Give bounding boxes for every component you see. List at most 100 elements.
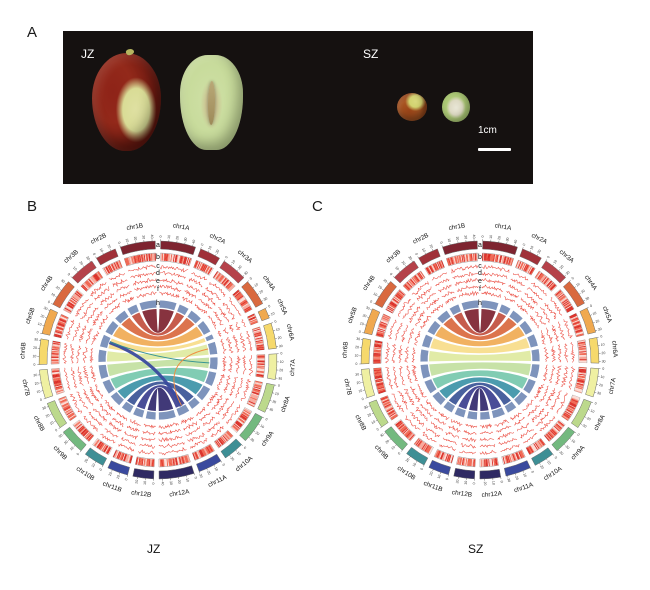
heatmap-cell xyxy=(450,257,454,265)
line-plot-track xyxy=(395,322,403,341)
line-plot-track xyxy=(481,277,506,286)
line-plot-track xyxy=(99,403,111,416)
heatmap-cell xyxy=(250,395,258,399)
line-plot-track xyxy=(186,284,200,293)
ideogram-track-a xyxy=(38,240,278,480)
heatmap-cell xyxy=(110,264,115,271)
axis-tick-label: 30 xyxy=(602,359,606,363)
heatmap-cell xyxy=(240,414,247,420)
chromosome-label-chr4A: chr4A xyxy=(583,274,599,292)
heatmap-cell xyxy=(577,376,586,379)
heatmap-cell xyxy=(551,428,558,434)
heatmap-cell xyxy=(379,323,387,328)
heatmap-cell xyxy=(374,373,382,376)
line-plot-track xyxy=(229,297,242,316)
heatmap-cell xyxy=(185,257,189,265)
heatmap-cell xyxy=(547,432,553,439)
heatmap-cell xyxy=(257,359,265,361)
heatmap-cell xyxy=(145,458,147,466)
heatmap-cell xyxy=(573,324,581,328)
heatmap-cell xyxy=(512,453,516,461)
heatmap-cell xyxy=(55,388,63,391)
heatmap-cell xyxy=(55,331,63,334)
heatmap-cell xyxy=(203,447,209,455)
heatmap-cell xyxy=(64,407,71,412)
heatmap-cell xyxy=(257,363,265,366)
heatmap-cell xyxy=(109,264,114,272)
heatmap-cell xyxy=(572,396,580,401)
heatmap-cell xyxy=(561,415,569,421)
heatmap-cell xyxy=(499,255,502,263)
heatmap-cell xyxy=(225,281,231,288)
heatmap-cell xyxy=(143,254,146,262)
heatmap-cell xyxy=(226,431,233,438)
heatmap-cell xyxy=(69,299,76,305)
heatmap-cell xyxy=(383,314,390,319)
heatmap-cell xyxy=(516,260,520,268)
heatmap-cell xyxy=(194,452,198,460)
heatmap-cell xyxy=(84,281,91,288)
panel-letter-b: B xyxy=(27,198,38,215)
axis-tick xyxy=(564,274,567,277)
heatmap-cell xyxy=(501,456,505,465)
inner-ideogram-segment xyxy=(126,303,140,316)
axis-tick xyxy=(411,260,413,262)
inner-ideogram-segment xyxy=(498,303,512,316)
line-plot-track xyxy=(479,430,494,435)
synteny-ribbon-chr6A-chr6B xyxy=(107,344,209,362)
heatmap-cell xyxy=(247,402,255,407)
heatmap-cell xyxy=(253,387,261,391)
heatmap-cell xyxy=(151,253,153,261)
heatmap-cell xyxy=(256,344,264,347)
heatmap-cell xyxy=(188,258,192,266)
axis-tick xyxy=(68,439,70,441)
axis-tick-label: 20 xyxy=(175,236,180,241)
heatmap-cell xyxy=(139,254,142,263)
line-plot-track xyxy=(441,291,455,298)
heatmap-cell xyxy=(256,368,265,370)
heatmap-cell xyxy=(115,451,120,459)
ideogram-segment-chr3B xyxy=(71,260,97,284)
track-letter-h: h xyxy=(478,300,482,307)
ideogram-segment-chr8A xyxy=(257,382,275,413)
heatmap-cell xyxy=(205,266,211,274)
heatmap-cell xyxy=(396,421,403,427)
heatmap-cell xyxy=(227,430,233,437)
heatmap-cell xyxy=(374,344,382,347)
heatmap-cell xyxy=(463,458,466,466)
heatmap-cell xyxy=(56,327,64,331)
heatmap-cell xyxy=(61,401,69,406)
heatmap-cell xyxy=(496,457,499,466)
heatmap-cell xyxy=(242,303,249,308)
heatmap-cell xyxy=(146,458,148,467)
axis-tick-label: 30 xyxy=(597,391,602,396)
axis-tick-label: 0 xyxy=(268,304,272,308)
line-plot-track xyxy=(223,375,231,393)
heatmap-cell xyxy=(256,372,264,375)
axis-tick xyxy=(365,397,368,399)
axis-tick xyxy=(441,245,443,248)
track-letter-a: a xyxy=(478,242,482,249)
heatmap-cell xyxy=(416,273,422,281)
heatmap-cell xyxy=(425,445,431,453)
heatmap-cell xyxy=(223,280,230,287)
heatmap-cell xyxy=(403,284,410,291)
line-plot-track xyxy=(514,417,525,426)
line-plot-track xyxy=(437,284,452,293)
heatmap-cell xyxy=(490,458,493,466)
axis-tick-label: 20 xyxy=(279,368,283,372)
heatmap-cell xyxy=(116,261,120,269)
axis-tick-label: 10 xyxy=(231,259,237,265)
axis-tick xyxy=(43,398,46,400)
heatmap-cell xyxy=(537,440,543,447)
heatmap-cell xyxy=(115,261,120,269)
axis-tick xyxy=(593,322,595,324)
axis-tick xyxy=(384,432,386,434)
heatmap-cell xyxy=(161,459,163,467)
heatmap-cell xyxy=(569,314,577,319)
axis-tick-label: 30 xyxy=(559,450,565,456)
heatmap-cell xyxy=(420,271,425,278)
heatmap-cell xyxy=(384,403,392,408)
axis-tick xyxy=(193,473,195,476)
ideogram-segment-chr6A xyxy=(588,337,600,364)
